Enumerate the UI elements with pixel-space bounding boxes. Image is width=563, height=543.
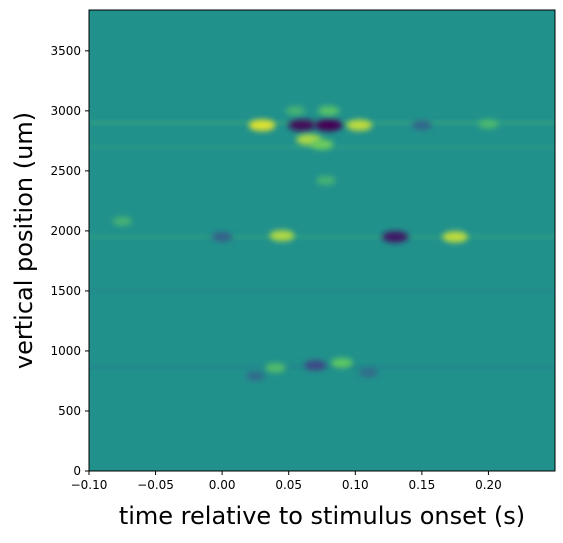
heatmap-blob (245, 371, 266, 381)
plot-frame (88, 9, 556, 472)
heatmap-blob (285, 106, 306, 116)
y-axis-label: vertical position (um) (10, 112, 38, 369)
heatmap-blob (358, 367, 379, 378)
heatmap-blob (316, 175, 336, 186)
heatmap-blob (442, 231, 468, 243)
x-tick-label: 0.20 (475, 478, 502, 492)
heatmap-band (89, 233, 555, 240)
heatmap-blob (265, 362, 286, 373)
heatmap-blob (248, 119, 276, 132)
x-tick-label: 0.05 (275, 478, 302, 492)
y-axis-ticks: 0 500 1000 1500 2000 2500 3000 3500 (50, 44, 89, 478)
heatmap-blob (478, 119, 499, 129)
heatmap-blob (304, 360, 327, 371)
x-tick-label: −0.05 (137, 478, 174, 492)
y-tick-label: 2000 (50, 224, 81, 238)
heatmap-blob (112, 216, 133, 226)
x-tick-label: 0.10 (342, 478, 369, 492)
y-tick-label: 3000 (50, 104, 81, 118)
plot-area (88, 9, 556, 472)
heatmap-blob (382, 231, 409, 243)
y-tick-label: 0 (73, 464, 81, 478)
y-tick-label: 2500 (50, 164, 81, 178)
heatmap-background (89, 10, 555, 471)
heatmap-blob (317, 105, 340, 116)
y-tick-label: 1500 (50, 284, 81, 298)
heatmap-blob (411, 120, 432, 130)
heatmap-blob (288, 119, 316, 132)
heatmap-blob (310, 139, 334, 150)
y-tick-label: 3500 (50, 44, 81, 58)
heatmap-blob (314, 119, 343, 132)
heatmap-blob (330, 357, 353, 368)
y-tick-label: 500 (58, 404, 81, 418)
heatmap-blob (346, 119, 373, 131)
x-tick-label: 0.15 (408, 478, 435, 492)
x-tick-label: −0.10 (71, 478, 108, 492)
x-axis-label: time relative to stimulus onset (s) (119, 502, 525, 530)
y-tick-label: 1000 (50, 344, 81, 358)
x-tick-label: 0.00 (209, 478, 236, 492)
heatmap-blob (269, 230, 295, 242)
x-axis-ticks: −0.10 −0.05 0.00 0.05 0.10 0.15 0.20 (71, 471, 502, 492)
heatmap-blob (211, 232, 233, 242)
heatmap-features (89, 105, 555, 381)
heatmap-band (89, 287, 555, 294)
